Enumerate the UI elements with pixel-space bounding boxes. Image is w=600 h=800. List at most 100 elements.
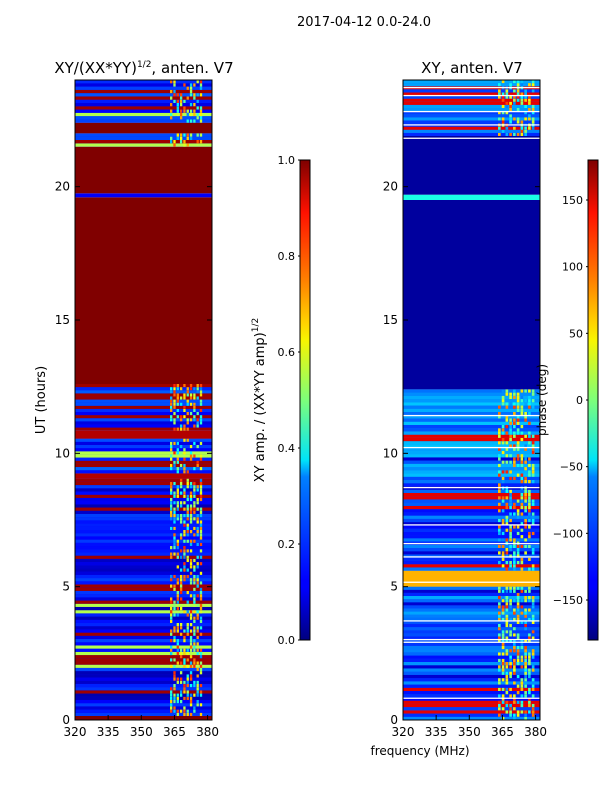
heatmap-cell [173, 501, 176, 505]
heatmap-cell [199, 408, 203, 412]
heatmap-row [403, 620, 540, 624]
heatmap-cell [524, 389, 527, 393]
heatmap-cell [505, 522, 509, 526]
heatmap-cell [528, 703, 531, 708]
heatmap-cell [509, 101, 512, 105]
heatmap-cell [189, 402, 193, 406]
heatmap-cell [524, 104, 527, 108]
heatmap-cell [509, 560, 512, 565]
heatmap-cell [516, 658, 520, 662]
heatmap-cell [196, 424, 199, 428]
heatmap-cell [170, 497, 173, 502]
heatmap-cell [183, 529, 186, 534]
heatmap-cell [509, 662, 512, 666]
heatmap-row [403, 624, 540, 628]
heatmap-cell [516, 655, 520, 659]
heatmap-cell [531, 441, 535, 445]
heatmap-cell [173, 491, 176, 495]
heatmap-cell [196, 133, 199, 137]
heatmap-cell [176, 622, 179, 627]
heatmap-row [75, 405, 212, 409]
heatmap-cell [524, 674, 527, 679]
heatmap-cell [199, 581, 203, 585]
heatmap-cell [501, 480, 505, 484]
heatmap-cell [189, 696, 193, 700]
heatmap-cell [531, 636, 535, 640]
heatmap-cell [189, 412, 193, 416]
heatmap-row [75, 116, 212, 120]
heatmap-cell [179, 109, 183, 113]
heatmap-cell [501, 424, 505, 429]
heatmap-cell [531, 684, 535, 688]
heatmap-row [403, 531, 540, 536]
heatmap-cell [196, 460, 199, 464]
heatmap-cell [501, 92, 505, 96]
heatmap-cell [176, 629, 179, 633]
heatmap-cell [183, 451, 186, 455]
heatmap-row [75, 112, 212, 117]
heatmap-cell [173, 574, 176, 579]
heatmap-cell [509, 525, 512, 529]
heatmap-cell [501, 129, 505, 133]
heatmap-cell [193, 648, 196, 652]
heatmap-cell [531, 389, 535, 393]
heatmap-cell [193, 119, 196, 123]
heatmap-flagged-row [403, 86, 540, 89]
heatmap-cell [531, 120, 535, 124]
heatmap-cell [196, 384, 199, 388]
heatmap-row [75, 584, 212, 588]
heatmap-cell [498, 412, 501, 416]
heatmap-cell [193, 581, 196, 585]
heatmap-cell [524, 678, 527, 682]
heatmap-cell [170, 574, 173, 579]
heatmap-cell [513, 611, 516, 615]
heatmap-cell [196, 565, 199, 569]
heatmap-cell [179, 597, 183, 601]
heatmap-cell [505, 392, 509, 396]
heatmap-row [403, 83, 540, 87]
heatmap-row [403, 633, 540, 637]
heatmap-cell [173, 402, 176, 406]
heatmap-cell [176, 648, 179, 652]
heatmap-cell [193, 454, 196, 458]
heatmap-cell [179, 655, 183, 659]
heatmap-cell [516, 89, 520, 93]
heatmap-band [403, 200, 540, 390]
heatmap-cell [509, 639, 512, 643]
heatmap-cell [509, 95, 512, 99]
heatmap-cell [524, 614, 527, 618]
heatmap-row [75, 565, 212, 569]
heatmap-cell [520, 399, 524, 403]
heatmap-cell [176, 485, 179, 489]
heatmap-cell [498, 92, 501, 96]
heatmap-cell [505, 95, 509, 99]
heatmap-row [403, 649, 540, 653]
heatmap-cell [170, 693, 173, 697]
heatmap-cell [176, 384, 179, 388]
heatmap-cell [170, 546, 173, 550]
heatmap-cell [170, 507, 173, 511]
heatmap-cell [183, 405, 186, 409]
heatmap-cell [173, 664, 176, 668]
x-tick-label: 335 [97, 725, 120, 739]
heatmap-cell [524, 599, 527, 603]
heatmap-cell [505, 605, 509, 609]
heatmap-cell [498, 126, 501, 130]
heatmap-cell [498, 544, 501, 548]
heatmap-row [75, 460, 212, 464]
heatmap-cell [173, 93, 176, 97]
heatmap-row [403, 586, 540, 590]
heatmap-row [75, 418, 212, 422]
colorbar-tick-label: 0.6 [278, 346, 296, 359]
heatmap-row [403, 114, 540, 118]
heatmap-cell [505, 649, 509, 653]
heatmap-cell [193, 96, 196, 100]
heatmap-cell [176, 597, 179, 601]
heatmap-cell [186, 427, 189, 431]
heatmap-cell [173, 140, 176, 144]
heatmap-cell [193, 658, 196, 662]
heatmap-cell [170, 136, 173, 140]
heatmap-cell [179, 96, 183, 100]
heatmap-cell [528, 492, 531, 497]
heatmap-cell [520, 505, 524, 510]
